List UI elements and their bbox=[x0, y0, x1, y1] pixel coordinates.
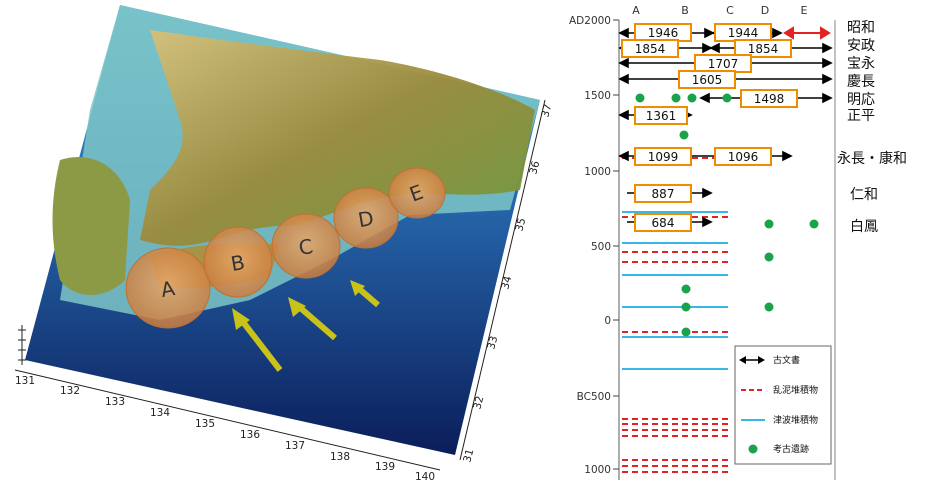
lat-tick: 35 bbox=[513, 217, 528, 233]
era-label-ansei: 安政 bbox=[847, 38, 875, 54]
plate-motion-arrow bbox=[350, 280, 380, 308]
event-box-1361: 1361 bbox=[634, 106, 688, 125]
svg-text:1854: 1854 bbox=[635, 42, 666, 56]
recent-event-arrow bbox=[783, 26, 831, 40]
event-box-1944: 1944 bbox=[714, 23, 772, 42]
plate-motion-arrow bbox=[288, 297, 337, 341]
svg-text:1854: 1854 bbox=[748, 42, 779, 56]
event-box-1096: 1096 bbox=[714, 147, 772, 166]
svg-text:1498: 1498 bbox=[754, 92, 785, 106]
lat-tick: 31 bbox=[461, 448, 476, 464]
lon-tick: 134 bbox=[150, 407, 170, 419]
zone-c: C bbox=[271, 213, 341, 279]
longitude-axis: 131 132 133 134 135 136 137 138 139 140 bbox=[14, 369, 441, 483]
zone-e: E bbox=[388, 167, 446, 219]
era-label-showa: 昭和 bbox=[847, 20, 875, 36]
turbidite-deposits bbox=[622, 157, 728, 473]
lon-tick: 133 bbox=[105, 396, 125, 408]
svg-text:1099: 1099 bbox=[648, 150, 679, 164]
zone-d: D bbox=[333, 187, 399, 249]
svg-text:887: 887 bbox=[652, 187, 675, 201]
svg-text:1361: 1361 bbox=[646, 109, 677, 123]
era-label-hoei: 宝永 bbox=[847, 56, 875, 72]
event-box-1498: 1498 bbox=[740, 89, 798, 108]
era-label-meio: 明応 bbox=[847, 92, 875, 108]
legend-document: 古文書 bbox=[739, 354, 800, 366]
y-tick-label: 1000 bbox=[584, 464, 611, 476]
lon-tick: 139 bbox=[375, 461, 395, 473]
svg-text:考古遺跡: 考古遺跡 bbox=[773, 443, 809, 455]
latitude-axis: 31 32 33 34 35 36 37 bbox=[459, 99, 554, 464]
y-tick-label: AD2000 bbox=[569, 15, 611, 27]
relief-map: A B C D E bbox=[14, 5, 554, 483]
lon-tick: 140 bbox=[415, 471, 435, 483]
legend: 古文書 乱泥堆積物 津波堆積物 考古遺跡 bbox=[734, 345, 832, 465]
svg-text:B: B bbox=[229, 250, 247, 276]
column-label: C bbox=[726, 4, 734, 17]
svg-text:1096: 1096 bbox=[728, 150, 759, 164]
era-label-eicho-kowa: 永長・康和 bbox=[837, 150, 907, 167]
column-label: D bbox=[761, 4, 769, 17]
y-tick-label: 500 bbox=[591, 241, 611, 253]
relief-map-svg: A B C D E bbox=[14, 5, 554, 483]
column-label: A bbox=[632, 4, 640, 17]
lon-tick: 137 bbox=[285, 440, 305, 452]
svg-text:684: 684 bbox=[652, 216, 675, 230]
lon-tick: 136 bbox=[240, 429, 260, 441]
lat-tick: 33 bbox=[485, 335, 500, 351]
y-tick-label: 1500 bbox=[584, 90, 611, 102]
event-box-1605: 1605 bbox=[678, 70, 736, 89]
svg-text:C: C bbox=[297, 234, 315, 260]
lon-tick: 131 bbox=[15, 375, 35, 387]
column-label: E bbox=[801, 4, 808, 17]
zone-b: B bbox=[203, 226, 273, 298]
event-box-887: 887 bbox=[634, 184, 692, 203]
event-box-1946: 1946 bbox=[634, 23, 692, 42]
lat-tick: 36 bbox=[527, 159, 542, 175]
legend-turbidite: 乱泥堆積物 bbox=[741, 384, 818, 396]
plate-motion-arrow bbox=[232, 308, 283, 372]
elevation-scale-bar bbox=[18, 325, 26, 365]
era-label-shohei: 正平 bbox=[847, 108, 875, 124]
event-box-1854-west: 1854 bbox=[621, 39, 679, 58]
svg-text:乱泥堆積物: 乱泥堆積物 bbox=[773, 384, 818, 396]
lat-tick: 32 bbox=[471, 395, 486, 411]
lon-tick: 132 bbox=[60, 385, 80, 397]
svg-text:津波堆積物: 津波堆積物 bbox=[773, 414, 818, 426]
svg-text:D: D bbox=[356, 206, 375, 232]
era-label-keicho: 慶長 bbox=[847, 74, 875, 90]
event-box-1854-east: 1854 bbox=[734, 39, 792, 58]
land-kyushu bbox=[52, 156, 130, 295]
era-label-hakuho: 白鳳 bbox=[850, 219, 878, 235]
svg-text:A: A bbox=[159, 276, 177, 302]
y-ticks: AD2000 1500 1000 500 0 BC500 1000 bbox=[569, 15, 619, 476]
lat-tick: 34 bbox=[499, 274, 514, 290]
era-label-ninna: 仁和 bbox=[850, 187, 878, 203]
legend-tsunami: 津波堆積物 bbox=[741, 414, 818, 426]
zone-a: A bbox=[125, 247, 211, 329]
svg-text:古文書: 古文書 bbox=[773, 354, 800, 366]
lon-tick: 138 bbox=[330, 451, 350, 463]
svg-text:1707: 1707 bbox=[708, 57, 739, 71]
event-box-1707: 1707 bbox=[694, 54, 752, 73]
earthquake-timeline: A B C D E AD2000 1500 1000 500 0 BC500 1… bbox=[565, 0, 931, 500]
era-labels: 昭和 安政 宝永 慶長 明応 正平 永長・康和 仁和 白鳳 bbox=[837, 20, 907, 235]
svg-text:1605: 1605 bbox=[692, 73, 723, 87]
timeline-svg: A B C D E AD2000 1500 1000 500 0 BC500 1… bbox=[569, 4, 907, 480]
svg-text:1946: 1946 bbox=[648, 26, 679, 40]
svg-text:1944: 1944 bbox=[728, 26, 759, 40]
archaeological-sites bbox=[635, 93, 819, 337]
lon-tick: 135 bbox=[195, 418, 215, 430]
y-tick-label: 0 bbox=[604, 315, 611, 327]
column-label: B bbox=[681, 4, 689, 17]
event-box-684: 684 bbox=[634, 213, 692, 232]
y-tick-label: BC500 bbox=[577, 391, 611, 403]
legend-site: 考古遺跡 bbox=[748, 443, 809, 455]
tsunami-deposits bbox=[622, 211, 728, 370]
event-box-1099: 1099 bbox=[634, 147, 692, 166]
lat-tick: 37 bbox=[539, 103, 554, 119]
y-tick-label: 1000 bbox=[584, 166, 611, 178]
